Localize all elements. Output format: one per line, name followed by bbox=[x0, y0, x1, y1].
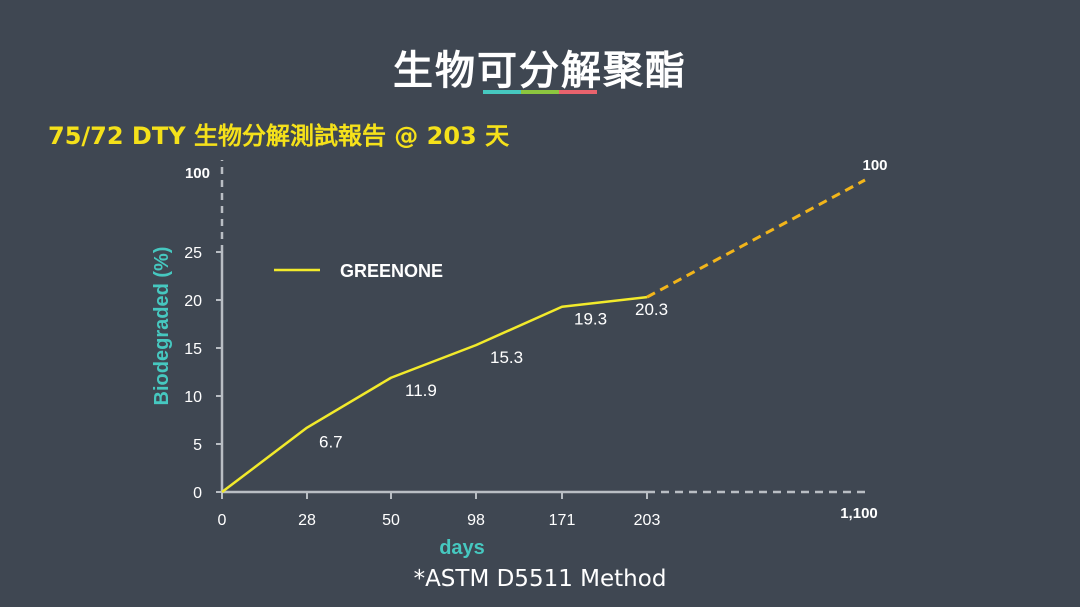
projection-line bbox=[646, 178, 866, 299]
y-tick-label: 10 bbox=[184, 389, 202, 406]
data-label: 15.3 bbox=[490, 348, 523, 367]
title-underline-teal bbox=[483, 90, 521, 94]
y-axis-title: Biodegraded (%) bbox=[151, 247, 173, 406]
x-tick-label: 50 bbox=[382, 512, 400, 529]
slide-title: 生物可分解聚酯 bbox=[393, 48, 687, 94]
title-underline-green bbox=[521, 90, 559, 94]
footnote: *ASTM D5511 Method bbox=[413, 566, 667, 592]
y-tick-label: 5 bbox=[193, 437, 202, 454]
series-line-greenone bbox=[221, 295, 648, 493]
x-tick-label-far: 1,100 bbox=[840, 505, 878, 522]
y-tick-label: 0 bbox=[193, 485, 202, 502]
title-underline-red bbox=[559, 90, 597, 94]
slide-subtitle: 75/72 DTY 生物分解測試報告 @ 203 天 bbox=[48, 122, 510, 150]
y-tick-label: 15 bbox=[184, 341, 202, 358]
x-tick-label: 98 bbox=[467, 512, 485, 529]
data-label: 19.3 bbox=[574, 310, 607, 329]
x-axis-title: days bbox=[439, 537, 485, 559]
y-tick-label: 20 bbox=[184, 293, 202, 310]
data-label: 11.9 bbox=[405, 381, 437, 400]
x-tick-label: 203 bbox=[634, 512, 661, 529]
projection-end-label: 100 bbox=[862, 157, 887, 174]
y-tick-label-top: 100 bbox=[185, 165, 210, 182]
data-label: 20.3 bbox=[635, 300, 668, 319]
x-tick-label: 28 bbox=[298, 512, 316, 529]
y-tick-label: 25 bbox=[184, 245, 202, 262]
x-tick-label: 0 bbox=[218, 512, 227, 529]
data-label: 6.7 bbox=[319, 433, 343, 452]
legend-label-greenone: GREENONE bbox=[340, 261, 443, 281]
x-tick-label: 171 bbox=[549, 512, 576, 529]
